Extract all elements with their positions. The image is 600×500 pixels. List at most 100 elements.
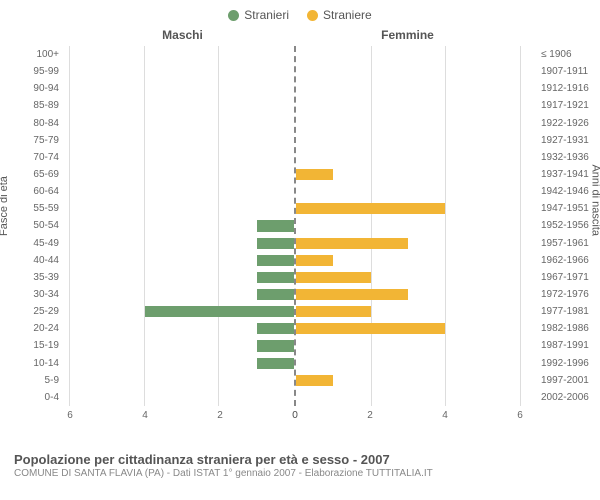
y-axis-age: 100+95-9990-9485-8980-8475-7970-7465-696…: [0, 46, 65, 406]
bar-female: [296, 238, 408, 249]
bar-row: [70, 183, 294, 200]
bar-female: [296, 255, 333, 266]
bar-male: [257, 358, 294, 369]
bar-female: [296, 306, 371, 317]
age-label: 25-29: [0, 303, 59, 320]
age-label: 70-74: [0, 149, 59, 166]
x-tick: 6: [517, 410, 523, 421]
bar-row: [296, 252, 520, 269]
bar-male: [257, 289, 294, 300]
bar-male: [145, 306, 294, 317]
bar-row: [296, 320, 520, 337]
bar-row: [296, 63, 520, 80]
bar-row: [296, 115, 520, 132]
bar-row: [70, 115, 294, 132]
birth-label: 1987-1991: [541, 337, 600, 354]
bar-female: [296, 375, 333, 386]
age-label: 50-54: [0, 217, 59, 234]
chart-title: Popolazione per cittadinanza straniera p…: [14, 452, 586, 467]
bar-row: [296, 355, 520, 372]
column-headers: Maschi Femmine: [70, 28, 520, 42]
header-male: Maschi: [70, 28, 295, 42]
age-label: 15-19: [0, 337, 59, 354]
birth-label: 1912-1916: [541, 80, 600, 97]
bar-row: [296, 217, 520, 234]
bar-female: [296, 203, 445, 214]
birth-label: 1997-2001: [541, 372, 600, 389]
birth-label: 2002-2006: [541, 389, 600, 406]
bar-row: [70, 269, 294, 286]
age-label: 40-44: [0, 252, 59, 269]
x-axis-right: 0 2 4 6: [295, 408, 520, 426]
legend-item-female: Straniere: [307, 8, 372, 22]
birth-label: 1977-1981: [541, 303, 600, 320]
bar-female: [296, 272, 371, 283]
bar-row: [70, 217, 294, 234]
bar-male: [257, 220, 294, 231]
bar-row: [296, 200, 520, 217]
age-label: 75-79: [0, 132, 59, 149]
bar-row: [296, 337, 520, 354]
bar-row: [70, 337, 294, 354]
x-tick: 2: [367, 410, 373, 421]
bar-row: [70, 80, 294, 97]
footer: Popolazione per cittadinanza straniera p…: [0, 446, 600, 479]
bar-row: [296, 269, 520, 286]
bar-row: [70, 235, 294, 252]
age-label: 100+: [0, 46, 59, 63]
birth-label: 1907-1911: [541, 63, 600, 80]
bar-male: [257, 340, 294, 351]
bar-male: [257, 238, 294, 249]
legend-item-male: Stranieri: [228, 8, 289, 22]
bar-row: [70, 132, 294, 149]
bar-female: [296, 289, 408, 300]
swatch-male: [228, 10, 239, 21]
birth-label: 1982-1986: [541, 320, 600, 337]
bar-row: [296, 286, 520, 303]
age-label: 90-94: [0, 80, 59, 97]
bar-row: [70, 252, 294, 269]
bar-row: [296, 303, 520, 320]
swatch-female: [307, 10, 318, 21]
age-label: 65-69: [0, 166, 59, 183]
bar-row: [70, 166, 294, 183]
age-label: 30-34: [0, 286, 59, 303]
x-tick: 4: [142, 410, 148, 421]
birth-label: 1947-1951: [541, 200, 600, 217]
x-tick: 4: [442, 410, 448, 421]
x-tick: 0: [292, 410, 298, 421]
birth-label: 1927-1931: [541, 132, 600, 149]
bar-row: [70, 97, 294, 114]
birth-label: 1942-1946: [541, 183, 600, 200]
birth-label: 1922-1926: [541, 115, 600, 132]
birth-label: ≤ 1906: [541, 46, 600, 63]
bar-row: [70, 320, 294, 337]
bar-row: [70, 63, 294, 80]
birth-label: 1957-1961: [541, 235, 600, 252]
bar-row: [296, 132, 520, 149]
bar-row: [70, 200, 294, 217]
bar-row: [296, 372, 520, 389]
birth-label: 1972-1976: [541, 286, 600, 303]
age-label: 80-84: [0, 115, 59, 132]
birth-label: 1932-1936: [541, 149, 600, 166]
age-label: 5-9: [0, 372, 59, 389]
age-label: 60-64: [0, 183, 59, 200]
grid-line: [520, 46, 521, 406]
bar-female: [296, 169, 333, 180]
age-label: 45-49: [0, 235, 59, 252]
bar-row: [296, 389, 520, 406]
bar-row: [70, 286, 294, 303]
birth-label: 1962-1966: [541, 252, 600, 269]
legend: Stranieri Straniere: [0, 0, 600, 26]
bars-female: [296, 46, 520, 406]
birth-label: 1967-1971: [541, 269, 600, 286]
plot-area: [70, 46, 520, 406]
bar-row: [70, 303, 294, 320]
age-label: 35-39: [0, 269, 59, 286]
chart: Maschi Femmine Fasce di età Anni di nasc…: [0, 26, 600, 446]
x-axis-left: 0246: [70, 408, 295, 426]
header-female: Femmine: [295, 28, 520, 42]
bar-row: [296, 97, 520, 114]
bar-male: [257, 323, 294, 334]
